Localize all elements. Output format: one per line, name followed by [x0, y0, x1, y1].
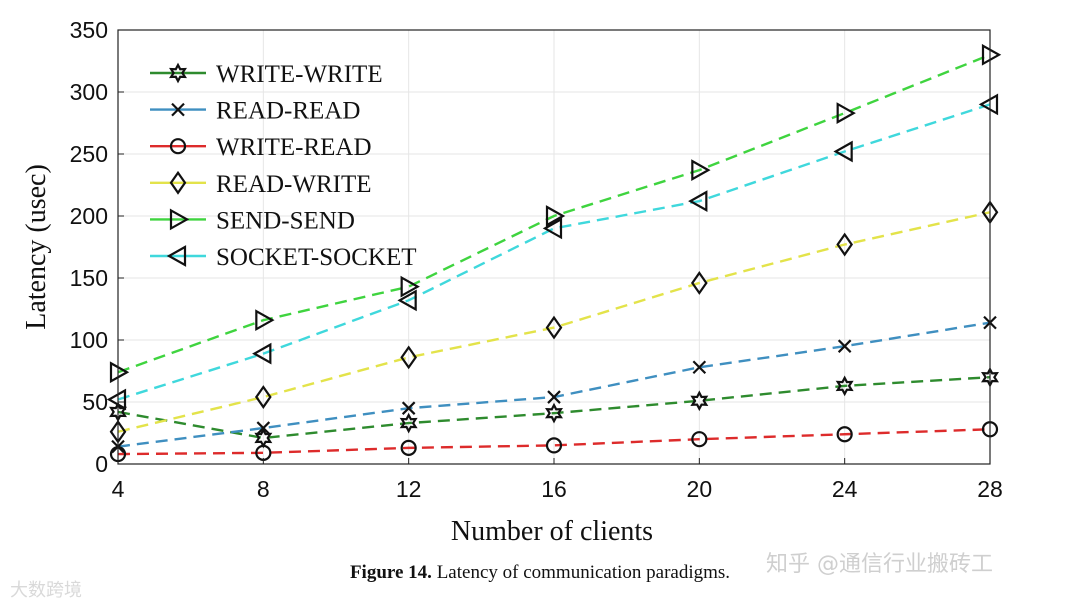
marker-triangle-left [542, 217, 563, 240]
marker-diamond [400, 345, 418, 370]
marker-triangle-left [166, 245, 187, 267]
series-read-write [109, 200, 999, 444]
watermark-right: 知乎 @通信行业搬砖工 [766, 552, 993, 577]
legend-label: WRITE-READ [216, 134, 372, 161]
marker-circle [545, 437, 563, 454]
marker-hexagram [835, 375, 854, 397]
marker-x [401, 401, 416, 415]
marker-triangle-left [252, 342, 272, 365]
x-tick-label: 16 [541, 476, 567, 502]
marker-triangle-right [169, 208, 190, 231]
y-tick-label: 350 [70, 17, 108, 43]
watermark-left: 大数跨境 [10, 580, 82, 601]
series-line-socket-socket [117, 103, 991, 401]
marker-circle [400, 439, 417, 456]
legend-item-send-send: SEND-SEND [150, 207, 355, 234]
marker-circle [836, 426, 853, 443]
marker-triangle-right [400, 275, 420, 298]
series-read-read [111, 315, 997, 454]
marker-triangle-left [688, 190, 708, 213]
y-ticks: 0 50 100 150 200 250 300 350 [70, 17, 124, 477]
y-tick-label: 50 [82, 389, 108, 415]
figure-caption: Figure 14. Latency of communication para… [0, 562, 1080, 584]
series-line-write-write [117, 376, 991, 440]
marker-triangle-left [978, 93, 999, 116]
latency-chart: 0 50 100 150 200 250 300 350 4 8 12 16 20 24 28 Number … [21, 17, 1003, 547]
marker-diamond [545, 315, 563, 340]
series-line-read-write [117, 211, 991, 433]
y-tick-label: 250 [70, 141, 108, 167]
legend-label: WRITE-WRITE [216, 61, 383, 88]
marker-x [692, 360, 707, 375]
x-tick-label: 4 [112, 476, 125, 502]
legend-item-read-write: READ-WRITE [150, 171, 372, 198]
marker-hexagram [399, 412, 418, 434]
marker-diamond [836, 232, 854, 257]
legend-label: SEND-SEND [216, 207, 355, 234]
marker-circle [691, 431, 708, 448]
legend-item-socket-socket: SOCKET-SOCKET [150, 244, 417, 271]
marker-x [256, 421, 271, 435]
x-tick-label: 8 [257, 476, 270, 502]
marker-hexagram [690, 390, 709, 412]
series-socket-socket [106, 93, 999, 411]
x-tick-label: 20 [687, 476, 713, 502]
marker-circle [169, 138, 187, 155]
marker-x [547, 390, 561, 404]
marker-hexagram [545, 402, 563, 424]
y-tick-label: 300 [70, 79, 108, 105]
y-tick-label: 100 [70, 327, 108, 353]
legend-item-write-write: WRITE-WRITE [150, 61, 383, 88]
marker-triangle-right [255, 309, 275, 332]
legend-item-write-read: WRITE-READ [150, 134, 372, 161]
marker-hexagram [169, 62, 187, 84]
y-axis-label: Latency (usec) [21, 164, 52, 330]
marker-triangle-right [691, 159, 711, 182]
legend-label: READ-WRITE [216, 171, 372, 198]
marker-x [837, 339, 852, 353]
x-tick-label: 24 [832, 476, 858, 502]
legend-label: READ-READ [216, 98, 360, 125]
series-line-write-read [117, 428, 991, 456]
x-axis-label: Number of clients [451, 516, 653, 547]
marker-diamond [254, 385, 272, 409]
marker-x [171, 102, 185, 117]
marker-triangle-left [106, 388, 127, 411]
figure-caption-text: Latency of communication paradigms. [436, 562, 731, 583]
x-tick-label: 12 [396, 476, 422, 502]
x-tick-label: 28 [977, 476, 1003, 502]
marker-triangle-right [836, 102, 856, 124]
y-tick-label: 200 [70, 203, 108, 229]
y-tick-label: 150 [70, 265, 108, 291]
figure-caption-label: Figure 14. [349, 562, 432, 583]
marker-triangle-right [109, 361, 130, 384]
x-ticks: 4 8 12 16 20 24 28 [112, 458, 1003, 502]
series-line-send-send [117, 53, 991, 374]
legend-item-read-read: READ-READ [150, 98, 360, 125]
series-send-send [109, 43, 1002, 384]
legend: WRITE-WRITE READ-READ WRITE-READ READ-WRITE… [150, 61, 417, 271]
marker-triangle-left [397, 289, 417, 312]
marker-triangle-right [981, 43, 1002, 66]
marker-triangle-left [833, 140, 853, 163]
marker-triangle-right [545, 205, 566, 227]
marker-diamond [169, 170, 187, 195]
marker-diamond [690, 271, 708, 295]
y-tick-label: 0 [95, 451, 108, 477]
legend-label: SOCKET-SOCKET [216, 244, 417, 271]
